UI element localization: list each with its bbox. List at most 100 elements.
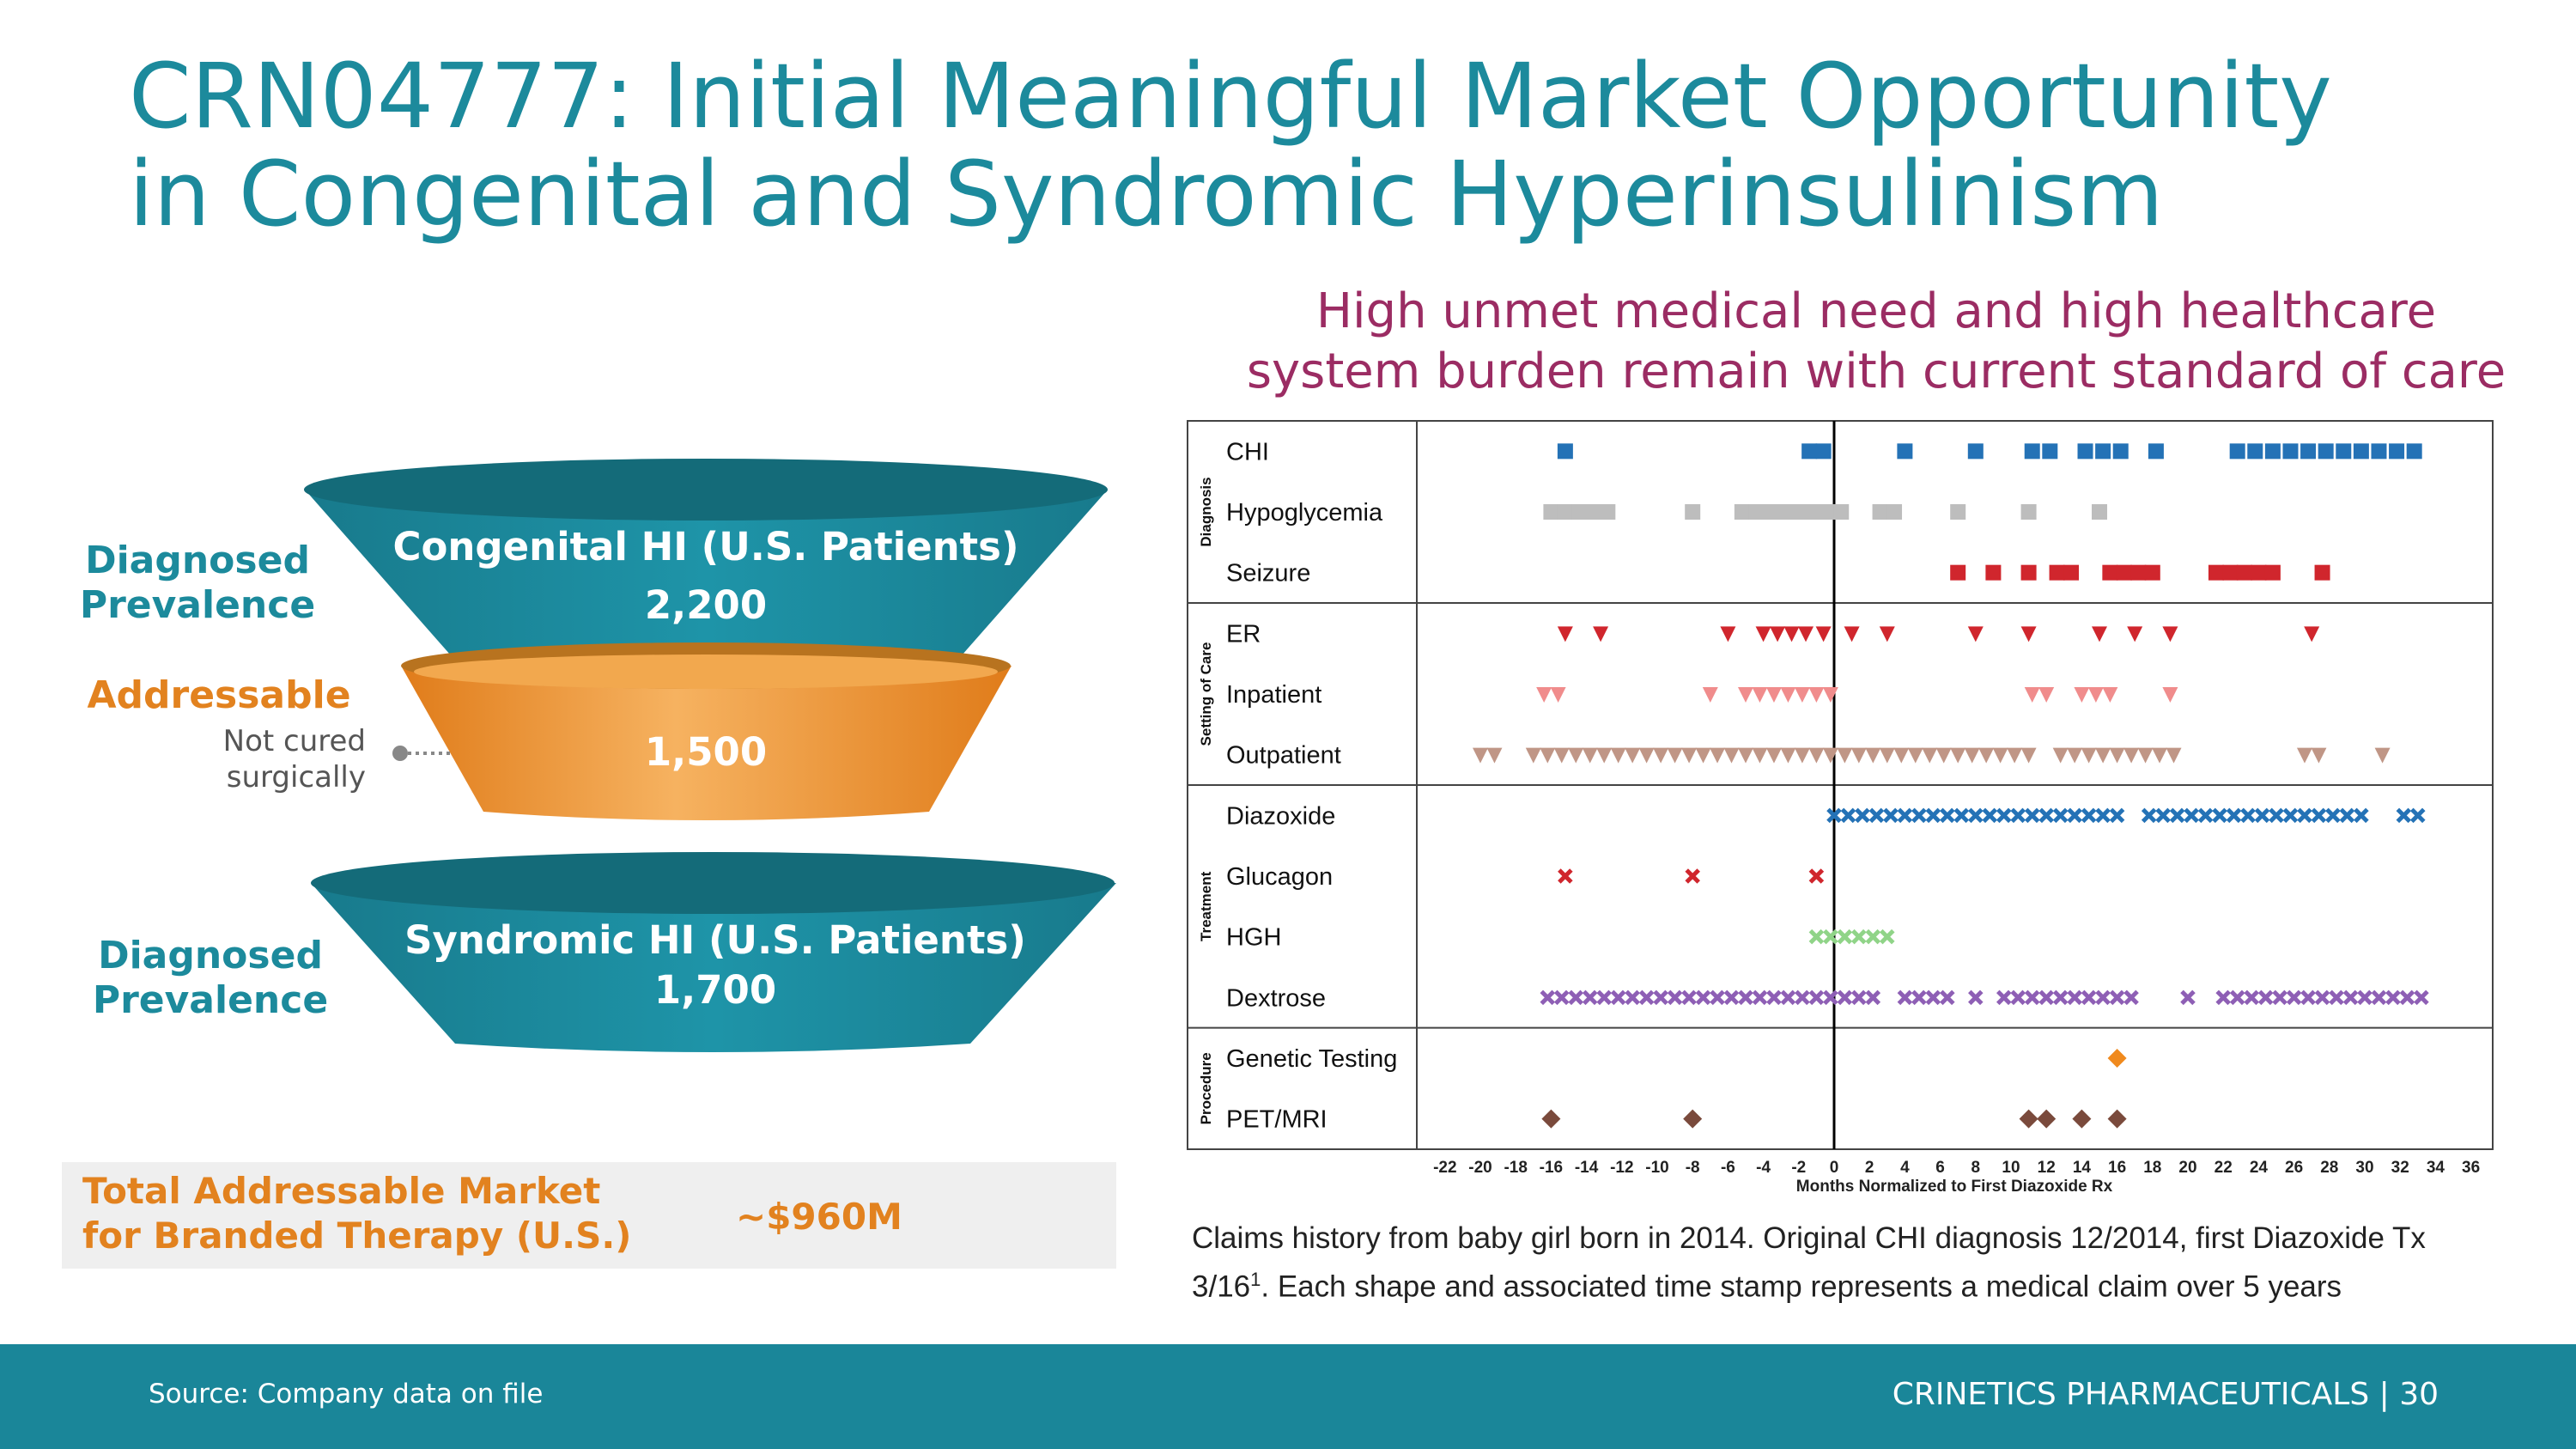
mark-outpatient xyxy=(1568,747,1584,764)
x-tick-label: 10 xyxy=(2002,1159,2020,1177)
mark-pet-mri xyxy=(2107,1109,2127,1129)
mark-seizure xyxy=(2314,564,2330,581)
mark-hypoglycemia xyxy=(1819,504,1835,520)
mark-hgh xyxy=(1808,928,1825,945)
mark-dextrose xyxy=(2357,989,2372,1006)
mark-outpatient xyxy=(1540,747,1556,764)
mark-outpatient xyxy=(1582,747,1598,764)
mark-diazoxide xyxy=(2141,807,2157,824)
group-label-setting-of-care: Setting of Care xyxy=(1198,642,1214,746)
group-label-treatment: Treatment xyxy=(1198,871,1214,941)
mark-diazoxide xyxy=(2269,807,2284,824)
mark-diazoxide xyxy=(2184,807,2199,824)
mark-dextrose xyxy=(1897,989,1913,1006)
mark-diazoxide xyxy=(1996,807,2012,824)
mark-dextrose xyxy=(2329,989,2344,1006)
mark-dextrose xyxy=(2038,989,2054,1006)
mark-outpatient xyxy=(1752,747,1768,764)
footer-source: Source: Company data on file xyxy=(149,1379,544,1409)
mark-outpatient xyxy=(1950,747,1966,764)
mark-dextrose xyxy=(2010,989,2026,1006)
mark-dextrose xyxy=(1568,989,1584,1006)
mark-dextrose xyxy=(1766,989,1782,1006)
mark-outpatient xyxy=(1738,747,1753,764)
mark-outpatient xyxy=(1992,747,2008,764)
mark-dextrose xyxy=(2067,989,2082,1006)
mark-diazoxide xyxy=(1940,807,1955,824)
row-label-glucagon: Glucagon xyxy=(1226,863,1333,891)
x-tick-label: 34 xyxy=(2427,1159,2445,1177)
mark-outpatient xyxy=(1935,747,1952,764)
x-tick-label: 6 xyxy=(1935,1159,1945,1177)
mark-dextrose xyxy=(1723,989,1740,1006)
mark-outpatient xyxy=(2152,747,2168,764)
mark-dextrose xyxy=(2286,989,2302,1006)
mark-diazoxide xyxy=(2282,807,2299,824)
mark-outpatient xyxy=(1850,747,1867,764)
row-label-hypoglycemia: Hypoglycemia xyxy=(1226,499,1383,527)
mark-outpatient xyxy=(1610,747,1626,764)
mark-dextrose xyxy=(1940,989,1955,1006)
mark-hypoglycemia xyxy=(2092,504,2107,520)
tam-box: Total Addressable Market for Branded The… xyxy=(62,1162,1116,1269)
row-label-er: ER xyxy=(1226,620,1261,648)
mark-dextrose xyxy=(1540,989,1556,1006)
slide-title: CRN04777: Initial Meaningful Market Oppo… xyxy=(129,47,2533,243)
mark-outpatient xyxy=(1893,747,1910,764)
mark-diazoxide xyxy=(2095,807,2111,824)
mark-diazoxide xyxy=(2297,807,2312,824)
mark-dextrose xyxy=(1625,989,1640,1006)
mark-seizure xyxy=(2063,564,2080,581)
x-tick-label: 16 xyxy=(2108,1159,2126,1177)
mark-dextrose xyxy=(1667,989,1683,1006)
mark-outpatient xyxy=(2020,747,2037,764)
mark-dextrose xyxy=(2272,989,2287,1006)
slide-title-line1: CRN04777: Initial Meaningful Market Oppo… xyxy=(129,44,2332,149)
mark-outpatient xyxy=(1681,747,1698,764)
mark-inpatient xyxy=(1550,687,1566,703)
mark-dextrose xyxy=(2123,989,2139,1006)
mark-dextrose xyxy=(1808,989,1825,1006)
mark-chi xyxy=(2077,443,2093,460)
mark-inpatient xyxy=(1738,687,1753,703)
x-tick-label: 20 xyxy=(2178,1159,2196,1177)
mark-er xyxy=(1844,626,1860,642)
mark-chi xyxy=(2300,443,2317,460)
mark-chi xyxy=(2371,443,2387,460)
mark-er xyxy=(2020,626,2037,642)
mark-diazoxide xyxy=(1855,807,1870,824)
mark-outpatient xyxy=(1710,747,1726,764)
group-label-diagnosis: Diagnosis xyxy=(1198,477,1214,546)
mark-chi xyxy=(2353,443,2369,460)
mark-outpatient xyxy=(1667,747,1683,764)
mark-outpatient xyxy=(2007,747,2023,764)
mark-er xyxy=(1593,626,1609,642)
mark-chi xyxy=(2095,443,2111,460)
mark-hgh xyxy=(1837,928,1853,945)
mark-outpatient xyxy=(2052,747,2069,764)
mark-outpatient xyxy=(2137,747,2154,764)
mark-dextrose xyxy=(1695,989,1711,1006)
mark-hypoglycemia xyxy=(1557,504,1573,520)
mark-seizure xyxy=(2020,564,2037,581)
mark-dextrose xyxy=(1752,989,1768,1006)
mark-inpatient xyxy=(1702,687,1718,703)
chart-frame xyxy=(1187,420,2494,1150)
mark-chi xyxy=(1815,443,1832,460)
x-tick-label: 36 xyxy=(2462,1159,2480,1177)
mark-hypoglycemia xyxy=(1886,504,1903,520)
x-tick-label: 22 xyxy=(2215,1159,2233,1177)
mark-inpatient xyxy=(1822,687,1838,703)
row-label-seizure: Seizure xyxy=(1226,560,1310,588)
mark-dextrose xyxy=(2314,989,2330,1006)
mark-diazoxide xyxy=(2339,807,2355,824)
mark-inpatient xyxy=(1752,687,1768,703)
funnel-bottom-label-line2: Prevalence xyxy=(92,978,329,1022)
mark-hgh xyxy=(1880,928,1895,945)
mark-er xyxy=(2127,626,2143,642)
x-tick-label: -6 xyxy=(1721,1159,1735,1177)
mark-chi xyxy=(2148,443,2164,460)
mark-chi xyxy=(2282,443,2299,460)
mark-dextrose xyxy=(1738,989,1753,1006)
